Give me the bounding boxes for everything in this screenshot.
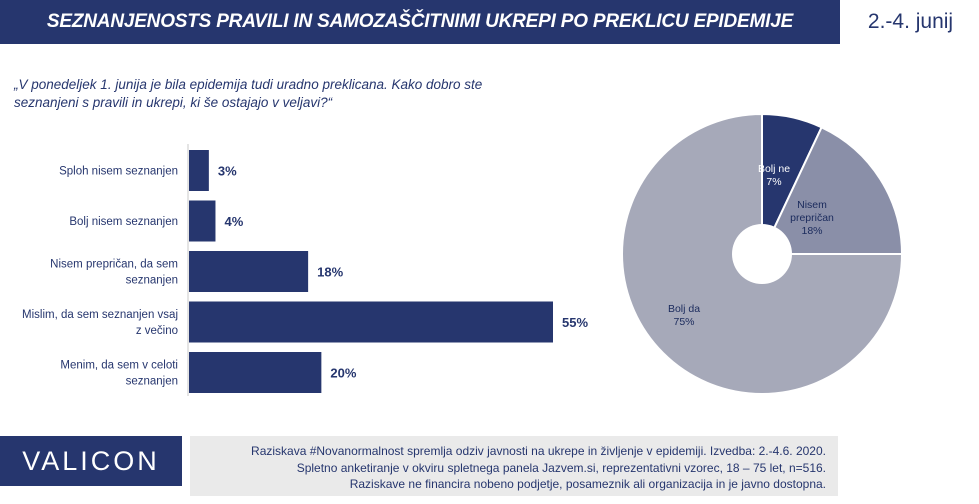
bar-category-label: Mislim, da sem seznanjen vsaj z večino [22,309,178,337]
donut-hole [732,224,792,284]
bar-category-label: Bolj nisem seznanjen [69,216,178,228]
pie-slice-label-line: Nisem [797,199,827,211]
bar-value-label: 20% [330,366,356,381]
logo-text: VALICON [22,446,160,477]
pie-slice-label-line: Bolj da [668,303,700,315]
bar-value-label: 4% [224,214,243,229]
valicon-logo: VALICON [0,436,182,486]
bar [189,251,308,292]
bar-category-label-line: Mislim, da sem seznanjen vsaj [22,309,178,321]
bar [189,150,209,191]
pie-slice-label-line: 18% [801,225,822,237]
bar-category-label-line: Nisem prepričan, da sem [50,259,178,271]
bar-category-label-line: Menim, da sem v celoti [60,360,178,372]
bar-category-label: Sploh nisem seznanjen [59,166,178,178]
bar-value-label: 3% [218,164,237,179]
bar [189,302,553,343]
pie-slice-label-line: prepričan [790,212,834,224]
bar-category-label-line: seznanjen [126,275,178,287]
bar [189,201,215,242]
bar-category-label-line: seznanjen [126,376,178,388]
survey-date: 2.-4. junij [842,0,979,44]
survey-question: „V ponedeljek 1. junija je bila epidemij… [14,76,484,112]
footer-line: Raziskave ne financira nobeno podjetje, … [190,476,826,493]
bar-chart: Sploh nisem seznanjen 3% Bolj nisem seznan… [0,140,610,400]
pie-chart: Bolj ne7% Nisemprepričan18% Bolj da75% [620,112,910,402]
bar-category-label-line: Sploh nisem seznanjen [59,166,178,178]
pie-slice-label-line: 75% [673,316,694,328]
bar [189,352,321,393]
bar-value-label: 55% [562,315,588,330]
footer-note: Raziskava #Novanormalnost spremlja odziv… [190,436,838,496]
bar-category-label-line: z večino [136,325,178,337]
bar-category-label-line: Bolj nisem seznanjen [69,216,178,228]
page-title: SEZNANJENOSTS PRAVILI IN SAMOZAŠČITNIMI … [47,11,793,33]
bar-category-label: Nisem prepričan, da sem seznanjen [50,259,178,287]
pie-slice-label-line: Bolj ne [758,163,790,175]
pie-slice-label-line: 7% [766,176,781,188]
bar-category-label: Menim, da sem v celoti seznanjen [60,360,178,388]
footer-line: Raziskava #Novanormalnost spremlja odziv… [190,443,826,460]
bar-value-label: 18% [317,265,343,280]
footer-line: Spletno anketiranje v okviru spletnega p… [190,460,826,477]
header-title-bar: SEZNANJENOSTS PRAVILI IN SAMOZAŠČITNIMI … [0,0,840,44]
